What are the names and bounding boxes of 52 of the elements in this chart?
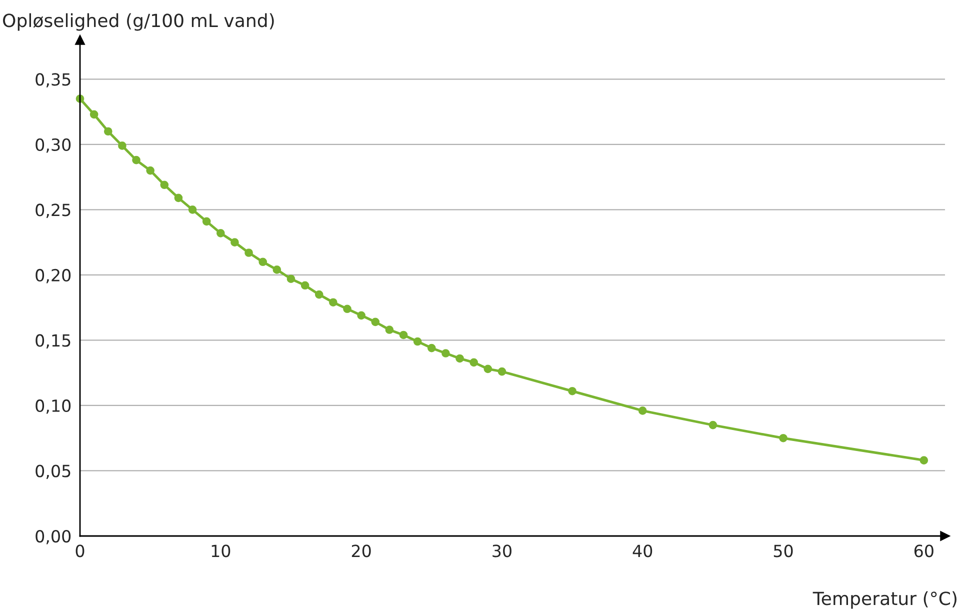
y-tick-label: 0,35 — [36, 73, 70, 88]
point — [146, 166, 154, 175]
y-tick-label: 0,00 — [36, 530, 71, 544]
point — [118, 142, 126, 150]
point — [779, 434, 788, 442]
point — [174, 194, 183, 202]
point — [90, 110, 98, 119]
point — [413, 337, 422, 346]
point — [498, 367, 506, 376]
point — [920, 456, 928, 464]
point — [568, 386, 576, 396]
point — [357, 311, 366, 320]
point — [258, 258, 268, 266]
point — [708, 420, 718, 430]
point — [300, 281, 310, 290]
y-tick-label: 0,10 — [36, 399, 71, 414]
point — [442, 349, 450, 358]
point — [132, 156, 140, 164]
y-tick-label: 0,05 — [36, 464, 70, 480]
point — [385, 326, 394, 334]
point — [371, 318, 380, 326]
x-tick-label: 0 — [76, 544, 84, 558]
point — [202, 217, 211, 226]
point — [272, 266, 282, 274]
y-tick-label: 0,20 — [36, 268, 71, 284]
y-axis-title: Opløselighed (g/100 mL vand) — [3, 13, 274, 31]
x-tick-label: 40 — [632, 544, 652, 558]
y-tick-label: 0,15 — [36, 334, 70, 348]
x-axis-title: Temperatur (°C) — [812, 591, 956, 609]
point — [329, 298, 338, 307]
point — [456, 354, 464, 363]
point — [314, 290, 324, 299]
point — [399, 330, 408, 340]
point — [244, 248, 253, 257]
point — [427, 344, 436, 352]
point — [343, 304, 352, 314]
point — [286, 274, 296, 284]
x-tick-label: 60 — [914, 544, 934, 558]
point — [104, 127, 112, 136]
point — [230, 238, 239, 246]
point — [216, 229, 225, 238]
point — [470, 358, 478, 367]
x-tick-label: 50 — [774, 544, 793, 558]
x-tick-label: 30 — [492, 544, 512, 558]
point — [188, 206, 197, 214]
point — [160, 180, 169, 190]
y-tick-label: 0,25 — [36, 204, 70, 218]
point — [484, 364, 492, 374]
point — [638, 406, 647, 415]
y-tick-label: 0,30 — [36, 138, 71, 153]
x-tick-label: 20 — [352, 544, 371, 558]
x-tick-label: 10 — [212, 544, 230, 558]
